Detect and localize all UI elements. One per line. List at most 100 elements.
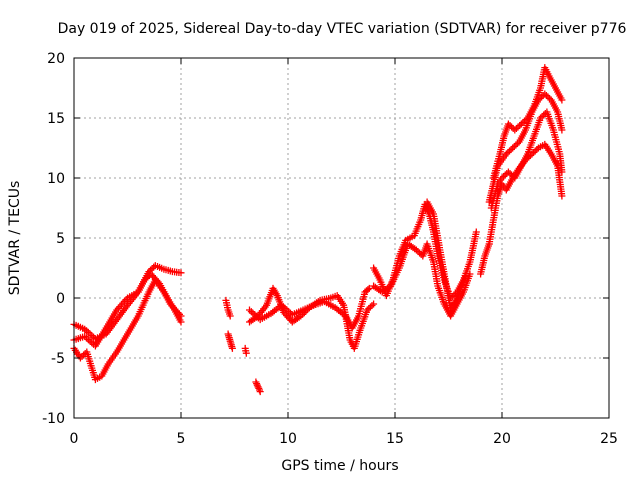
chart-title: Day 019 of 2025, Sidereal Day-to-day VTE… <box>58 21 627 37</box>
data-point <box>517 120 525 128</box>
x-axis-label: GPS time / hours <box>281 458 398 474</box>
data-point <box>530 149 538 156</box>
data-point <box>512 125 520 132</box>
data-point <box>144 273 152 281</box>
series-track-11 <box>370 240 474 320</box>
data-point <box>142 275 150 282</box>
data-point <box>542 92 550 99</box>
data-point <box>414 248 422 255</box>
y-tick-label: 10 <box>47 171 65 187</box>
data-point <box>508 171 516 179</box>
x-tick-label: 20 <box>493 431 511 447</box>
data-point <box>253 381 261 389</box>
x-tick-label: 15 <box>386 431 404 447</box>
series-track-7 <box>252 378 264 396</box>
y-tick-label: -10 <box>42 411 65 427</box>
data-point <box>365 284 373 292</box>
data-point <box>254 383 262 391</box>
series-track-6 <box>241 344 250 357</box>
data-points <box>70 64 566 396</box>
series-track-15 <box>485 140 566 248</box>
data-point <box>558 192 566 200</box>
data-point <box>370 300 378 308</box>
data-point <box>242 349 250 357</box>
axis-ticks: 0 5 10 15 20 25 -10 -5 0 5 10 15 20 <box>42 51 618 447</box>
data-point <box>531 147 539 155</box>
data-point <box>256 386 263 394</box>
data-point <box>365 305 373 312</box>
data-point <box>363 306 371 314</box>
data-point <box>540 111 548 119</box>
x-tick-label: 5 <box>177 431 186 447</box>
series-track-8 <box>246 284 378 352</box>
data-point <box>504 168 512 176</box>
data-point <box>511 126 519 134</box>
data-point <box>368 302 376 309</box>
y-tick-label: 20 <box>47 51 65 67</box>
data-point <box>519 119 527 126</box>
series-track-3 <box>70 276 185 384</box>
x-tick-label: 10 <box>279 431 297 447</box>
y-tick-label: 5 <box>56 231 65 247</box>
data-point <box>512 141 520 149</box>
data-point <box>504 149 512 156</box>
series-track-4 <box>222 296 234 320</box>
data-point <box>516 122 524 129</box>
series-track-13 <box>477 240 493 278</box>
data-point <box>500 173 508 180</box>
grid-lines <box>74 58 609 418</box>
data-point <box>252 378 260 386</box>
data-point <box>509 144 517 152</box>
series-track-16 <box>489 64 566 182</box>
data-point <box>366 303 374 311</box>
data-point <box>544 93 552 101</box>
data-point <box>78 353 86 360</box>
series-track-5 <box>224 330 236 352</box>
data-point <box>148 265 156 273</box>
data-point <box>541 90 549 98</box>
data-point <box>80 351 88 359</box>
data-point <box>177 318 185 326</box>
x-tick-label: 0 <box>70 431 79 447</box>
series-track-17 <box>487 108 566 212</box>
y-tick-label: 15 <box>47 111 65 127</box>
data-point <box>416 249 424 257</box>
data-point <box>466 270 474 278</box>
data-point <box>538 113 546 120</box>
data-point <box>506 147 513 155</box>
data-point <box>141 276 149 284</box>
data-point <box>255 384 263 392</box>
data-point <box>498 174 506 182</box>
series-track-9 <box>246 284 373 332</box>
data-point <box>462 272 470 280</box>
data-point <box>501 171 509 179</box>
data-point <box>521 117 528 125</box>
data-point <box>506 170 514 177</box>
data-point <box>226 312 234 320</box>
data-point <box>228 344 236 352</box>
data-point <box>510 143 518 150</box>
y-tick-label: -5 <box>51 351 65 367</box>
series-track-14 <box>485 90 566 206</box>
series-track-12 <box>423 198 470 314</box>
data-point <box>364 286 372 294</box>
y-tick-label: 0 <box>56 291 65 307</box>
data-point <box>412 246 420 254</box>
data-point <box>506 122 514 129</box>
data-point <box>558 126 566 134</box>
data-point <box>508 123 516 131</box>
data-point <box>472 228 480 236</box>
data-point <box>507 146 515 153</box>
data-point <box>558 168 566 176</box>
data-point <box>504 120 512 128</box>
data-point <box>177 269 185 277</box>
data-point <box>253 380 261 388</box>
x-tick-label: 25 <box>600 431 618 447</box>
data-point <box>537 114 544 122</box>
data-point <box>533 146 541 153</box>
data-point <box>502 150 510 158</box>
data-point <box>558 96 566 104</box>
y-axis-label: SDTVAR / TECUs <box>7 181 23 296</box>
data-point <box>256 388 264 396</box>
